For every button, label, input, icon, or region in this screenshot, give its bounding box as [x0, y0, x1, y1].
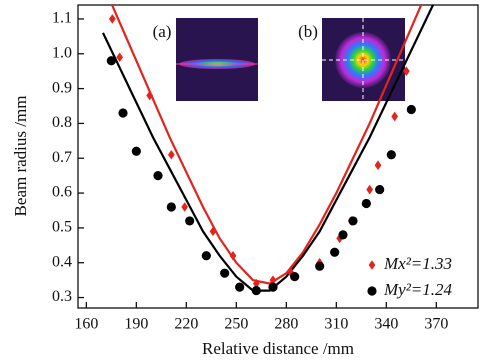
x-tick-label: 340	[374, 316, 398, 333]
marker	[167, 202, 176, 211]
marker	[362, 199, 371, 208]
legend-label: Mx²=1.33	[383, 254, 452, 273]
legend-marker	[367, 286, 376, 295]
marker	[153, 171, 162, 180]
y-tick-label: 0.8	[52, 114, 72, 131]
marker	[387, 150, 396, 159]
marker	[338, 230, 347, 239]
marker	[268, 283, 277, 292]
marker	[185, 216, 194, 225]
marker	[118, 108, 127, 117]
x-tick-label: 160	[74, 316, 98, 333]
x-tick-label: 370	[424, 316, 448, 333]
marker	[235, 283, 244, 292]
annotation: (a)	[153, 22, 172, 41]
chart: (a) (b) Relative distance /mm Beam radiu…	[0, 0, 489, 361]
marker	[109, 14, 116, 24]
y-tick-label: 0.7	[52, 149, 72, 166]
legend-key	[367, 286, 376, 295]
marker	[252, 286, 261, 295]
y-tick-label: 0.5	[52, 219, 72, 236]
marker	[375, 160, 382, 170]
marker	[407, 105, 416, 114]
marker	[290, 272, 299, 281]
legend-marker	[369, 260, 376, 270]
marker	[168, 150, 175, 160]
annotation: (b)	[298, 22, 318, 41]
y-tick-label: 0.9	[52, 79, 72, 96]
marker	[330, 248, 339, 257]
marker	[375, 185, 384, 194]
x-tick-label: 280	[274, 316, 298, 333]
x-tick-label: 310	[324, 316, 348, 333]
x-tick-label: 220	[174, 316, 198, 333]
marker	[230, 251, 237, 261]
marker	[202, 251, 211, 260]
inset-a	[176, 18, 258, 101]
y-tick-label: 1.0	[52, 44, 72, 61]
y-tick-label: 0.6	[52, 184, 72, 201]
x-axis-label: Relative distance /mm	[202, 339, 354, 358]
legend-label: My²=1.24	[383, 280, 453, 299]
marker	[315, 262, 324, 271]
marker	[391, 112, 398, 122]
y-tick-label: 1.1	[52, 10, 72, 27]
marker	[348, 216, 357, 225]
marker	[220, 269, 229, 278]
marker	[107, 56, 116, 65]
marker	[132, 147, 141, 156]
x-tick-label: 250	[224, 316, 248, 333]
y-tick-label: 0.4	[52, 253, 72, 270]
legend-key	[369, 260, 376, 270]
y-tick-label: 0.3	[52, 288, 72, 305]
x-tick-label: 190	[124, 316, 148, 333]
y-axis-label: Beam radius /mm	[11, 96, 30, 217]
marker	[366, 185, 373, 195]
